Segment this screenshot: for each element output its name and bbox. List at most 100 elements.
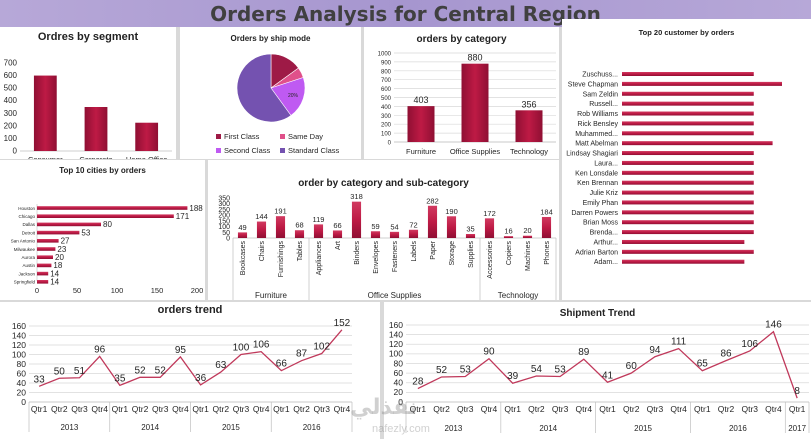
city-bar xyxy=(37,230,80,235)
category-label: Technology xyxy=(510,147,548,156)
shipment-trend-title: Shipment Trend xyxy=(559,308,636,319)
data-label: 52 xyxy=(155,365,167,376)
cities-panel: Top 10 cities by orders 0 50 100 150 200 Hous… xyxy=(0,160,205,300)
data-label: 66 xyxy=(333,221,341,230)
y-tick-label: 500 xyxy=(4,84,18,93)
customer-bar xyxy=(622,190,754,195)
quarter-label: Qtr3 xyxy=(741,404,758,414)
city-label: Austin xyxy=(22,263,35,268)
data-label: 282 xyxy=(426,196,439,205)
data-label: 68 xyxy=(295,221,303,230)
subcategory-label: Fasteners xyxy=(392,241,399,273)
city-value-label: 14 xyxy=(50,269,59,278)
y-tick-label: 250 xyxy=(218,207,230,214)
quarter-label: Qtr3 xyxy=(647,404,664,414)
subcategory-bar xyxy=(237,232,248,238)
data-label: 39 xyxy=(507,371,519,382)
customers-panel: Top 20 customer by orders Zuschuss... Ste… xyxy=(562,19,811,300)
quarter-label: Qtr4 xyxy=(334,404,351,414)
y-tick-label: 160 xyxy=(389,320,403,330)
quarter-label: Qtr2 xyxy=(623,404,640,414)
customers-chart-title: Top 20 customer by orders xyxy=(638,28,735,37)
data-label: 356 xyxy=(521,99,536,109)
customer-bar xyxy=(622,81,782,86)
y-tick-label: 20 xyxy=(17,387,27,397)
city-label: Springfield xyxy=(14,280,36,285)
watermark-logo: نفذلي xyxy=(350,395,418,420)
quarter-label: Qtr2 xyxy=(433,404,450,414)
subcategory-chart-title: order by category and sub-category xyxy=(298,178,469,189)
subcategory-label: Furnishings xyxy=(278,241,285,278)
data-label: 36 xyxy=(195,373,207,384)
quarter-label: Qtr2 xyxy=(213,404,230,414)
shipmode-chart: 20% First Class Same Day Second Class Standa… xyxy=(216,53,340,155)
customer-bar xyxy=(622,259,745,264)
data-label: 28 xyxy=(412,377,424,388)
y-tick-label: 400 xyxy=(381,105,392,111)
data-label: 152 xyxy=(334,318,351,329)
quarter-label: Qtr3 xyxy=(233,404,250,414)
data-label: 96 xyxy=(94,344,106,355)
year-label: 2016 xyxy=(729,424,747,433)
subcategory-label: Accessories xyxy=(487,241,494,279)
customer-label: Russell... xyxy=(589,101,618,108)
orders-trend-panel: orders trend 0 20 40 60 80 100 120 140 160 33 Qtr1… xyxy=(0,302,380,439)
trend-line xyxy=(417,330,798,399)
orders-trend-chart: 02040608010012014016033Qtr150Qtr251Qtr39… xyxy=(12,318,353,432)
y-tick-label: 50 xyxy=(222,230,230,237)
city-label: Milwaukee xyxy=(14,247,36,252)
subcategory-bar xyxy=(370,231,381,238)
customer-bar xyxy=(622,72,754,76)
y-tick-label: 60 xyxy=(17,368,27,378)
year-label: 2013 xyxy=(60,423,78,432)
data-label: 65 xyxy=(697,359,709,370)
data-label: 106 xyxy=(741,339,758,350)
customer-bar xyxy=(622,239,745,244)
quarter-label: Qtr1 xyxy=(273,404,290,414)
city-label: Chicago xyxy=(18,214,35,219)
y-tick-label: 350 xyxy=(218,196,230,203)
data-label: 66 xyxy=(276,359,288,370)
data-label: 880 xyxy=(467,53,482,63)
customer-bar xyxy=(622,160,754,165)
shipment-trend-chart: 02040608010012014016028Qtr152Qtr253Qtr39… xyxy=(389,320,810,433)
customer-label: Steve Chapman xyxy=(568,81,618,88)
y-tick-label: 1000 xyxy=(378,52,392,58)
bar-technology xyxy=(515,110,543,142)
data-label: 146 xyxy=(765,320,782,331)
category-panel: orders by category 0 100 200 300 400 500 600 70… xyxy=(364,27,559,159)
quarter-label: Qtr3 xyxy=(457,404,474,414)
city-label: San Antonio xyxy=(11,239,36,244)
category-label: Furniture xyxy=(406,147,436,156)
subcategory-label: Appliances xyxy=(316,241,323,276)
year-label: 2015 xyxy=(634,424,652,433)
year-label: 2015 xyxy=(222,423,240,432)
data-label: 90 xyxy=(483,347,495,358)
customer-label: Emily Phan xyxy=(583,200,619,207)
bar-office-supplies xyxy=(461,63,489,142)
quarter-label: Qtr4 xyxy=(765,404,782,414)
customer-bar xyxy=(622,230,754,235)
city-value-label: 80 xyxy=(103,220,112,229)
y-tick-label: 40 xyxy=(394,378,404,388)
y-tick-label: 300 xyxy=(4,109,18,118)
customer-label: Adam... xyxy=(594,259,618,266)
page-title: Orders Analysis for Central Region xyxy=(210,2,601,26)
pie-slice-second-class xyxy=(270,77,306,116)
category-label: Corporate xyxy=(79,155,112,159)
quarter-label: Qtr4 xyxy=(481,404,498,414)
customer-bar xyxy=(622,151,754,156)
data-label: 95 xyxy=(175,345,187,356)
y-tick-label: 100 xyxy=(4,134,18,143)
legend-swatch xyxy=(216,148,221,153)
trend-line xyxy=(38,329,343,387)
y-tick-label: 140 xyxy=(389,329,403,339)
subcategory-label: Envelopes xyxy=(373,241,380,274)
quarter-label: Qtr4 xyxy=(253,404,270,414)
subcategory-label: Machines xyxy=(525,241,532,271)
city-bar xyxy=(37,214,174,218)
city-label: Dallas xyxy=(22,222,35,227)
city-bar xyxy=(37,263,52,268)
city-bar xyxy=(37,247,56,251)
